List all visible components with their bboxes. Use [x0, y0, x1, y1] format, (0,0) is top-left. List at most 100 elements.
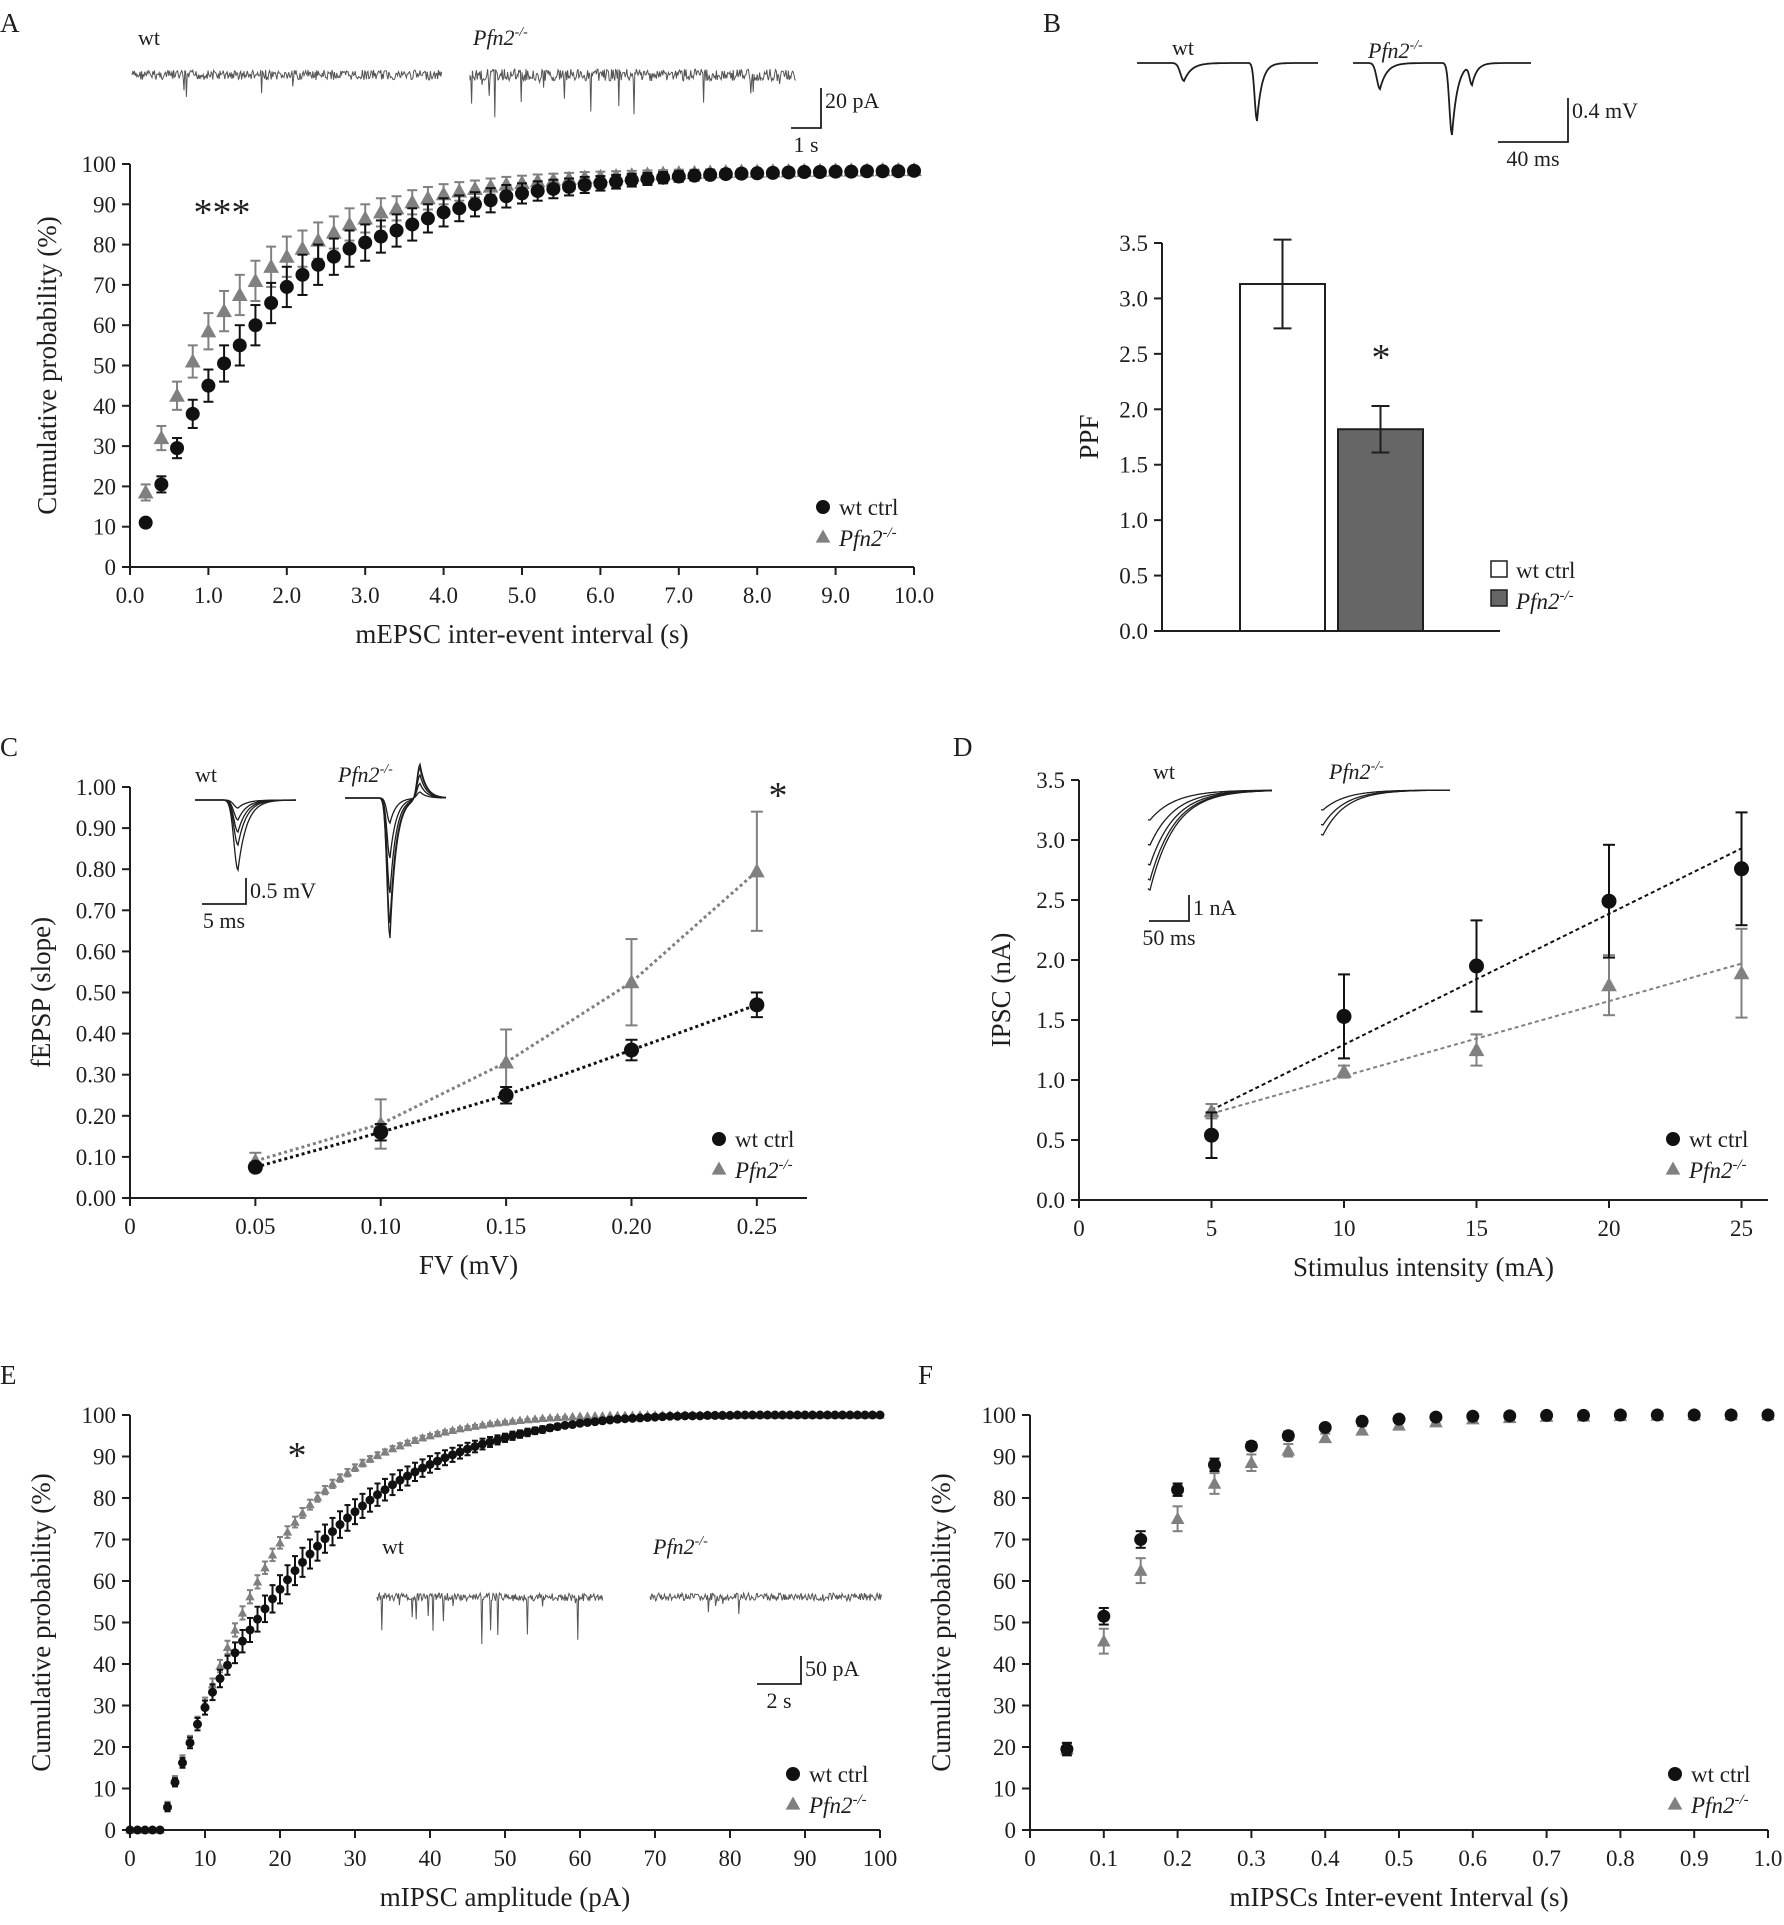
data-point [342, 241, 357, 256]
y-tick-label: 70 [93, 273, 116, 298]
data-point [170, 1777, 180, 1787]
data-point [537, 1413, 548, 1422]
data-point [222, 1642, 233, 1652]
scale-bar-label: 2 s [766, 1688, 791, 1713]
y-tick-label: 0.0 [1036, 1188, 1065, 1213]
data-point [155, 1825, 165, 1835]
inset-trace-ko [469, 67, 797, 118]
data-point [749, 997, 765, 1013]
y-tick-label: 0 [1005, 1818, 1017, 1843]
data-point [350, 1462, 360, 1472]
data-point [380, 1485, 390, 1495]
inset-label: Pfn2-/- [337, 762, 393, 787]
data-point [373, 1124, 389, 1140]
data-point [358, 1501, 367, 1511]
data-point [498, 1054, 514, 1069]
data-point [1601, 977, 1617, 992]
data-point [420, 190, 436, 205]
x-tick-label: 0.15 [486, 1214, 526, 1239]
data-point [294, 240, 311, 255]
panel-e-data: * wt ctrl Pfn2-/- [125, 1410, 885, 1835]
data-point [712, 1132, 726, 1146]
y-axis-title: PPF [1074, 414, 1104, 459]
y-tick-label: 0.30 [76, 1063, 116, 1088]
legend-label: wt ctrl [1516, 558, 1575, 583]
data-point [500, 1417, 510, 1426]
data-point [907, 163, 921, 178]
data-point [297, 1508, 308, 1517]
data-point [560, 1412, 570, 1421]
data-point [582, 1411, 593, 1420]
data-point [373, 229, 388, 244]
fit-line [254, 870, 758, 1163]
data-point [1134, 1533, 1148, 1546]
x-tick-label: 1.0 [194, 583, 223, 608]
y-tick-label: 80 [93, 233, 116, 258]
data-point [545, 1413, 555, 1422]
significance-marker: * [769, 775, 788, 817]
data-point [420, 211, 435, 226]
data-point [387, 1443, 398, 1453]
y-tick-label: 0.0 [1119, 619, 1148, 644]
data-point [891, 164, 906, 179]
legend-label: wt ctrl [809, 1762, 868, 1787]
data-point [763, 1410, 772, 1420]
data-point [530, 1414, 540, 1423]
data-point [200, 323, 217, 338]
y-tick-label: 30 [93, 434, 116, 459]
x-tick-label: 0.0 [116, 583, 145, 608]
data-point [264, 296, 279, 311]
data-point [455, 1423, 465, 1433]
panel-f-axes: 0 10 20 30 40 50 60 70 80 90 100 0 0.1 0.2 0.3 0.4 0.5 0.… [926, 1403, 1782, 1912]
data-point [808, 1410, 817, 1420]
legend-label: Pfn2-/- [838, 525, 897, 551]
data-point [508, 1431, 517, 1441]
data-point [169, 387, 185, 402]
data-point [1318, 1430, 1333, 1444]
x-tick-label: 0.5 [1385, 1846, 1414, 1871]
data-point [1096, 1634, 1111, 1647]
data-point [1097, 1609, 1111, 1623]
data-point [1203, 1103, 1220, 1118]
panel-b-data: * wt ctrl Pfn2-/- [1239, 238, 1575, 632]
data-point [828, 164, 843, 179]
data-point [435, 186, 452, 201]
data-point [545, 1423, 555, 1433]
data-point [1577, 1408, 1590, 1422]
legend-swatch [1490, 589, 1508, 607]
data-point [295, 267, 310, 282]
legend-label: Pfn2-/- [734, 1157, 793, 1183]
inset-trace-ko [649, 1591, 883, 1615]
legend: wt ctrl Pfn2-/- [815, 495, 898, 551]
data-point [658, 1412, 667, 1422]
data-point [231, 286, 248, 302]
x-tick-label: 0.6 [1458, 1846, 1487, 1871]
data-point [358, 235, 373, 250]
data-point [403, 1471, 412, 1481]
bar [1337, 428, 1424, 632]
y-tick-label: 10 [93, 1777, 116, 1802]
data-point [623, 974, 640, 989]
x-tick-label: 0 [1024, 1846, 1036, 1871]
data-point [560, 1420, 570, 1430]
data-point [640, 171, 655, 186]
data-point [137, 484, 154, 499]
x-tick-label: 20 [1598, 1216, 1621, 1241]
y-tick-label: 60 [93, 313, 116, 338]
data-point [838, 1410, 847, 1420]
data-point [216, 302, 232, 318]
data-point [1724, 1408, 1738, 1422]
data-point [275, 1584, 285, 1594]
data-point [470, 1442, 480, 1452]
inset-trace-wt [1147, 790, 1272, 891]
data-point [380, 1447, 390, 1456]
x-tick-label: 3.0 [351, 583, 380, 608]
data-point [312, 1492, 323, 1501]
legend-label: Pfn2-/- [1515, 588, 1574, 614]
data-point [613, 1414, 622, 1424]
data-point [432, 1428, 443, 1438]
scale-bar-label: 1 nA [1193, 895, 1237, 920]
data-point [523, 1427, 532, 1437]
data-point [1133, 1563, 1148, 1576]
x-tick-label: 2.0 [272, 583, 301, 608]
